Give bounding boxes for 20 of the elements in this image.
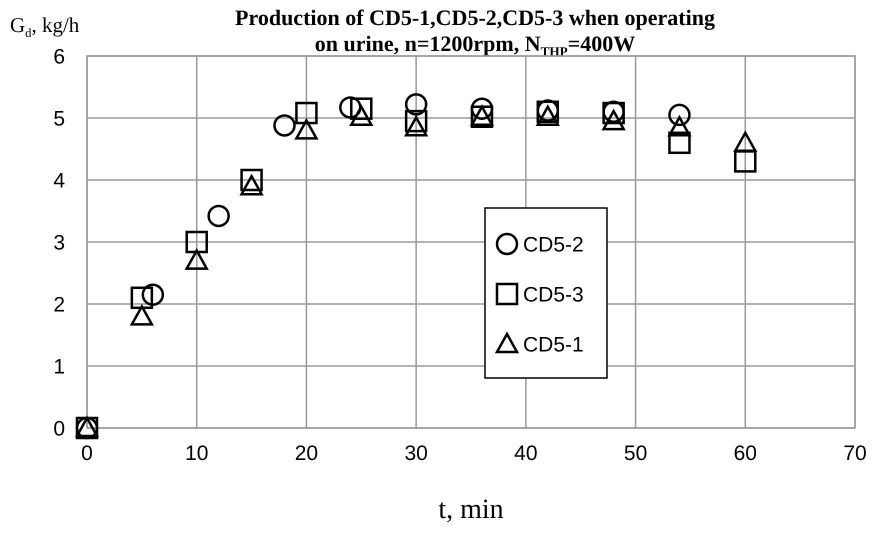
x-axis-title: t, min bbox=[438, 494, 504, 525]
x-tick-label: 0 bbox=[81, 442, 93, 465]
y-tick-label: 0 bbox=[53, 417, 65, 440]
y-tick-label: 1 bbox=[53, 355, 65, 378]
x-tick-label: 60 bbox=[734, 442, 757, 465]
x-tick-label: 30 bbox=[404, 442, 428, 465]
y-tick-label: 4 bbox=[53, 169, 66, 192]
y-tick-label: 2 bbox=[53, 293, 65, 316]
x-tick-label: 20 bbox=[294, 442, 318, 465]
legend-label: CD5-2 bbox=[523, 233, 584, 256]
x-tick-label: 40 bbox=[514, 442, 538, 465]
x-tick-label: 50 bbox=[624, 442, 648, 465]
y-tick-label: 3 bbox=[53, 231, 65, 254]
x-tick-label: 10 bbox=[185, 442, 208, 465]
legend-label: CD5-3 bbox=[523, 283, 584, 306]
legend-label: CD5-1 bbox=[523, 333, 584, 356]
x-tick-label: 70 bbox=[843, 442, 867, 465]
y-axis-title: G$_{d}$, kg/h bbox=[10, 13, 80, 40]
y-tick-label: 6 bbox=[53, 45, 65, 68]
y-tick-label: 5 bbox=[53, 107, 65, 130]
